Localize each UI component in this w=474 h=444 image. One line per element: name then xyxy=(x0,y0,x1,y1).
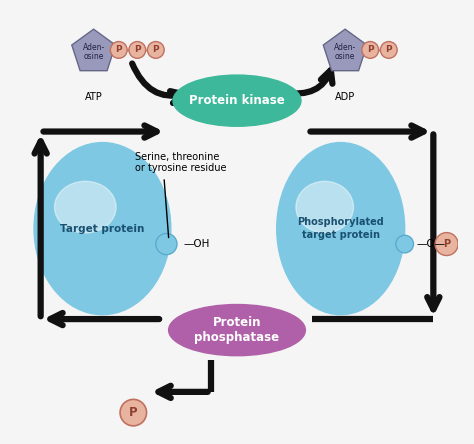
Text: P: P xyxy=(129,406,137,419)
Text: Aden-
osine: Aden- osine xyxy=(334,43,356,61)
Text: P: P xyxy=(116,45,122,55)
Text: Phosphorylated
target protein: Phosphorylated target protein xyxy=(297,218,384,240)
Circle shape xyxy=(381,42,397,58)
Circle shape xyxy=(147,42,164,58)
Circle shape xyxy=(120,399,146,426)
Circle shape xyxy=(435,233,458,256)
Polygon shape xyxy=(323,29,367,71)
Text: ADP: ADP xyxy=(335,92,355,102)
Text: Protein
phosphatase: Protein phosphatase xyxy=(194,316,280,344)
Circle shape xyxy=(362,42,379,58)
Ellipse shape xyxy=(169,305,305,356)
Ellipse shape xyxy=(277,143,405,315)
Text: —OH: —OH xyxy=(183,239,210,249)
Text: P: P xyxy=(443,239,450,249)
Text: Protein kinase: Protein kinase xyxy=(189,94,285,107)
Text: Aden-
osine: Aden- osine xyxy=(82,43,105,61)
Ellipse shape xyxy=(34,143,171,315)
Text: P: P xyxy=(367,45,374,55)
Text: —O—: —O— xyxy=(417,239,446,249)
Text: ATP: ATP xyxy=(85,92,102,102)
Text: P: P xyxy=(153,45,159,55)
Ellipse shape xyxy=(396,235,413,253)
Circle shape xyxy=(129,42,146,58)
Ellipse shape xyxy=(173,75,301,126)
Text: Target protein: Target protein xyxy=(60,224,145,234)
Text: P: P xyxy=(385,45,392,55)
Ellipse shape xyxy=(55,181,116,233)
Ellipse shape xyxy=(156,234,177,255)
Circle shape xyxy=(110,42,127,58)
Ellipse shape xyxy=(296,181,354,233)
Text: Serine, threonine
or tyrosine residue: Serine, threonine or tyrosine residue xyxy=(135,152,226,174)
Polygon shape xyxy=(72,29,116,71)
Text: P: P xyxy=(134,45,141,55)
